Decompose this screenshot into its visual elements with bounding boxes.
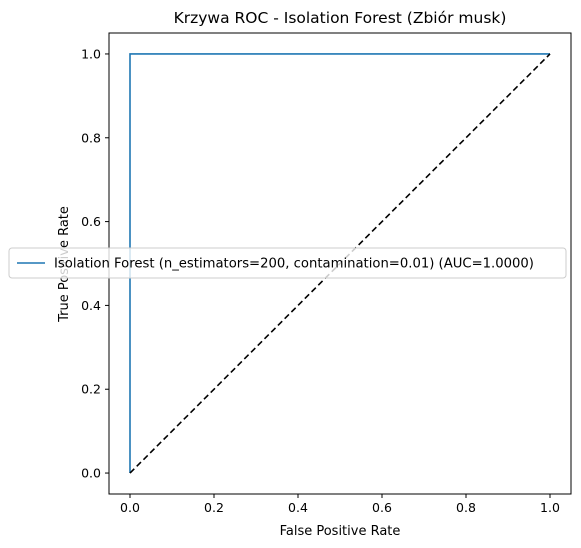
y-tick-label: 0.8 [81, 130, 101, 145]
y-tick-label: 1.0 [81, 46, 101, 61]
y-tick-label: 0.2 [81, 382, 101, 397]
legend-entry-label: Isolation Forest (n_estimators=200, cont… [54, 257, 534, 272]
x-tick-label: 0.0 [120, 500, 140, 515]
x-tick-label: 1.0 [540, 500, 560, 515]
y-tick-label: 0.6 [81, 214, 101, 229]
x-tick-label: 0.4 [288, 500, 308, 515]
y-tick-label: 0.4 [81, 298, 101, 313]
legend-box [8, 247, 567, 279]
x-axis-label: False Positive Rate [280, 524, 401, 539]
legend: Isolation Forest (n_estimators=200, cont… [8, 247, 567, 279]
x-tick-label: 0.2 [204, 500, 224, 515]
x-tick-label: 0.8 [456, 500, 476, 515]
chart-title: Krzywa ROC - Isolation Forest (Zbiór mus… [174, 9, 507, 27]
x-tick-label: 0.6 [372, 500, 392, 515]
series-line-1 [129, 53, 550, 474]
y-tick-label: 0.0 [81, 466, 101, 481]
